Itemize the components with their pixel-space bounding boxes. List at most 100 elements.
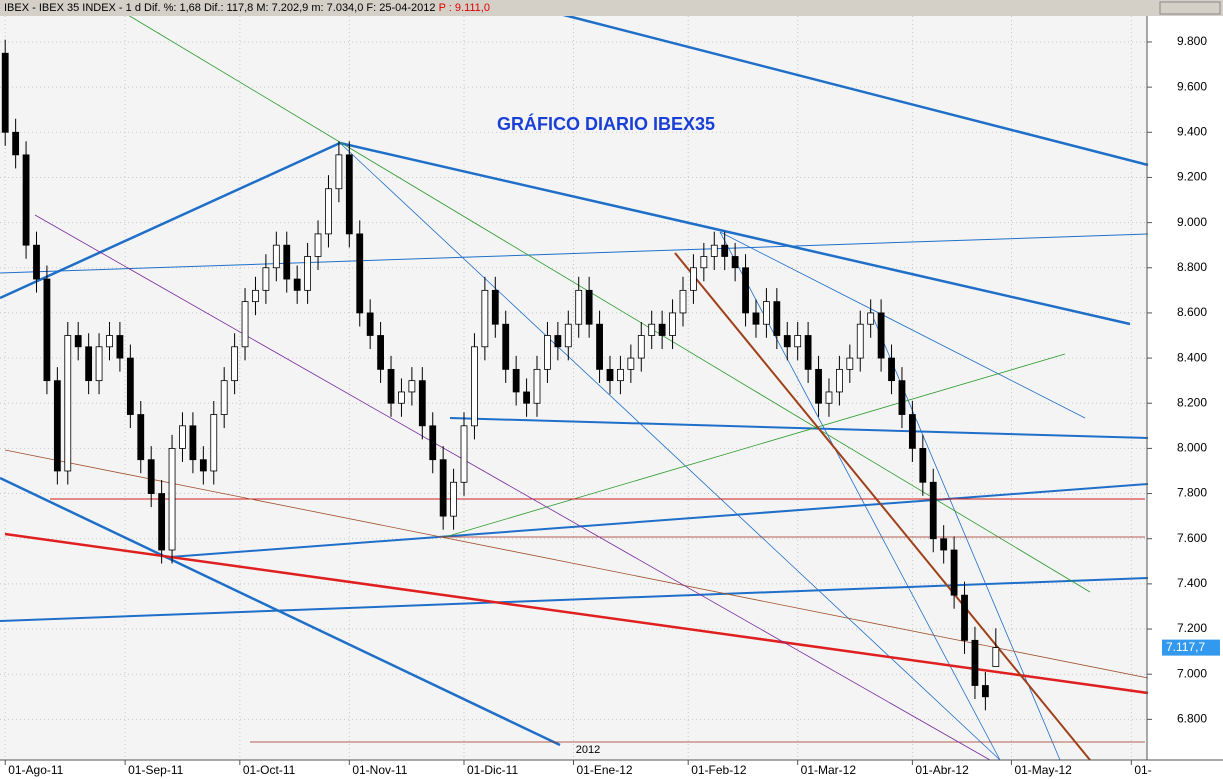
trend-line <box>0 233 1149 274</box>
y-tick-label: 7.400 <box>1177 576 1207 590</box>
x-axis-panel <box>0 760 1223 779</box>
y-tick-label: 9.600 <box>1177 79 1207 93</box>
candle-body <box>971 639 979 686</box>
trend-line <box>34 214 991 761</box>
candle-body <box>126 357 134 415</box>
trend-line <box>559 12 1149 167</box>
candle-body <box>471 346 478 427</box>
header-change: Dif.: 117,8 <box>204 2 253 14</box>
candle-body <box>345 154 353 235</box>
candle-body <box>700 256 708 269</box>
candle-body <box>481 289 489 348</box>
candle-body <box>554 335 562 348</box>
candle-body <box>189 425 197 461</box>
candle-body <box>606 368 614 382</box>
candle-body <box>846 357 854 370</box>
y-axis-panel <box>1147 16 1223 760</box>
trend-line <box>674 252 1091 761</box>
candle-body <box>33 244 40 280</box>
candle-body <box>304 256 312 291</box>
candle-body <box>293 278 301 291</box>
candle-body <box>710 244 718 257</box>
candle-body <box>908 414 916 449</box>
x-tick-label: 01-Ene-12 <box>577 763 633 777</box>
y-tick-label: 7.800 <box>1177 486 1207 500</box>
candle-body <box>398 391 405 404</box>
y-tick-label: 9.800 <box>1177 34 1207 48</box>
trend-line <box>449 417 1149 439</box>
candle-body <box>366 312 374 336</box>
candle-body <box>335 154 343 190</box>
trend-line <box>169 483 1149 558</box>
y-tick-label: 8.200 <box>1177 395 1207 409</box>
candle-body <box>564 323 572 348</box>
year-label: 2012 <box>576 744 600 756</box>
candle-body <box>835 368 843 393</box>
candle-body <box>773 301 781 336</box>
candle-body <box>53 380 61 472</box>
header-change-pct: Dif. %: 1,68 <box>144 2 201 14</box>
candle-body <box>533 368 541 404</box>
axes: 6.800 7.000 7.200 7.400 7.600 7.800 8.000 8.200… <box>0 16 1223 777</box>
candle-body <box>919 448 927 483</box>
candle-body <box>617 368 624 382</box>
candle-body <box>898 380 906 415</box>
x-tick-label: 01-Oct-11 <box>243 763 296 777</box>
header-text: IBEX - IBEX 35 INDEX - 1 d Dif. %: 1,68 … <box>4 2 490 14</box>
x-tick-label: 01-Ago-11 <box>8 763 63 777</box>
y-tick-label: 7.600 <box>1177 531 1207 545</box>
candle-body <box>283 244 291 280</box>
candle-body <box>272 244 280 269</box>
candle-body <box>106 335 113 348</box>
trend-line <box>4 449 1149 679</box>
candle-body <box>252 289 259 303</box>
x-tick-label: 01- <box>1134 763 1151 777</box>
candle-body <box>43 278 51 382</box>
candle-body <box>950 549 958 596</box>
x-tick-label: 01-Nov-11 <box>352 763 407 777</box>
candle-body <box>679 289 687 314</box>
candle-body <box>512 368 520 393</box>
candle-body <box>992 647 1000 667</box>
candle-body <box>460 425 468 483</box>
candle-body <box>491 289 499 325</box>
candle-body <box>627 357 635 370</box>
candle-body <box>356 233 364 314</box>
header-price: P : 9.111,0 <box>439 2 490 14</box>
candle-body <box>85 346 93 382</box>
candle-body <box>1 52 9 133</box>
candle-body <box>231 346 239 382</box>
y-tick-label: 8.600 <box>1177 305 1207 319</box>
y-tick-label: 7.200 <box>1177 621 1207 635</box>
candle-body <box>220 380 228 415</box>
candle-body <box>544 335 551 370</box>
candle-body <box>721 244 729 257</box>
trend-lines <box>0 12 1149 761</box>
candle-body <box>241 301 249 348</box>
candle-body <box>752 312 760 325</box>
trend-line <box>0 141 341 300</box>
candle-body <box>210 414 218 472</box>
candle-body <box>731 256 739 269</box>
x-tick-label: 01-Sep-11 <box>128 763 183 777</box>
candle-body <box>783 335 791 348</box>
candle-body <box>502 323 510 370</box>
candle-body <box>179 425 186 449</box>
candle-body <box>929 481 937 540</box>
candle-body <box>877 312 885 359</box>
candle-body <box>168 448 176 551</box>
candle-body <box>408 380 416 393</box>
candle-body <box>648 323 656 336</box>
candle-body <box>596 323 603 370</box>
candle-body <box>585 289 593 325</box>
candle-body <box>314 233 322 257</box>
candles <box>1 39 1000 711</box>
candle-body <box>95 346 103 382</box>
candle-body <box>825 391 833 404</box>
candle-body <box>523 391 530 404</box>
trend-line <box>339 141 1131 326</box>
window-buttons[interactable] <box>1159 1 1221 15</box>
candle-body <box>856 323 864 359</box>
candle-body <box>199 459 207 472</box>
candle-body <box>64 335 72 472</box>
